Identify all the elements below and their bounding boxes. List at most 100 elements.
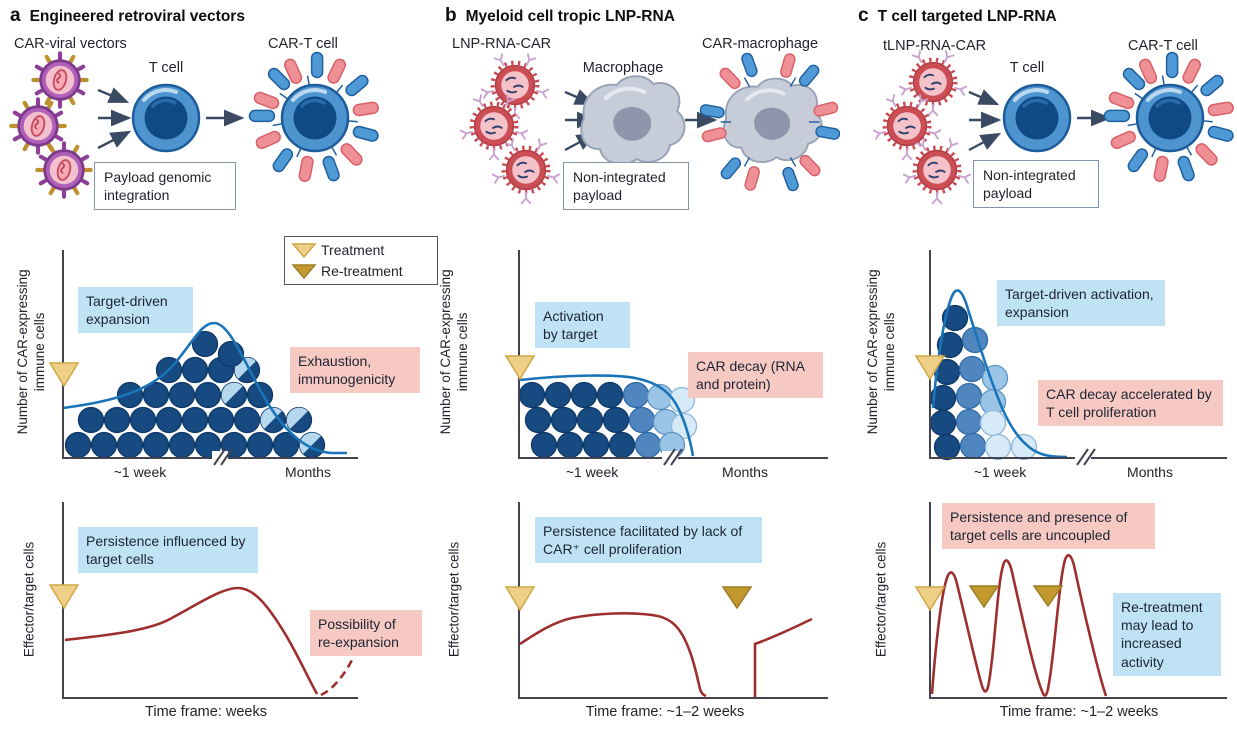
activity-curve xyxy=(64,586,319,695)
retreatment-triangle-icon xyxy=(968,585,1000,609)
panel-c-title: c T cell targeted LNP-RNA xyxy=(858,5,1057,27)
t-cell-icon xyxy=(1002,83,1072,153)
chart-axes xyxy=(62,250,358,459)
activity-curve xyxy=(930,553,1108,697)
panel-a-activity-chart xyxy=(48,502,358,699)
panel-a-letter: a xyxy=(10,5,21,26)
panel-b-letter: b xyxy=(445,5,457,26)
legend-item-retreatment: Re-treatment xyxy=(291,262,431,280)
annotation-pink: CAR decay (RNA and protein) xyxy=(688,352,823,399)
chart-axes xyxy=(929,250,1227,459)
panel-a-title: a Engineered retroviral vectors xyxy=(10,5,245,27)
expansion-curve xyxy=(62,321,347,455)
panel-c-letter: c xyxy=(858,5,869,26)
annotation-pink: CAR decay accelerated by T cell prolifer… xyxy=(1038,380,1223,427)
panel-c-title-text: T cell targeted LNP-RNA xyxy=(877,8,1057,25)
treatment-triangle-icon xyxy=(48,584,80,610)
panel-b-expansion-chart xyxy=(504,250,828,466)
annotation-blue: Re-treatment may lead to increased activ… xyxy=(1113,593,1221,676)
panel-a-illustration xyxy=(0,30,425,228)
annotation-pink: Possibility of re-expansion xyxy=(310,610,422,657)
payload-note-box: Non-integrated payload xyxy=(563,162,689,211)
panel-a-title-text: Engineered retroviral vectors xyxy=(29,8,245,25)
x-tick-late: Months xyxy=(1127,464,1173,480)
x-tick-early: ~1 week xyxy=(113,464,167,480)
retreatment-curve xyxy=(753,617,813,697)
vector-label: tLNP-RNA-CAR xyxy=(883,38,987,54)
y-axis-label: Number of CAR-expressing immune cells xyxy=(15,269,47,435)
treatment-triangle-icon xyxy=(914,586,946,612)
chart-axes xyxy=(929,502,1227,699)
panel-b-title-text: Myeloid cell tropic LNP-RNA xyxy=(465,8,675,25)
treatment-triangle-icon xyxy=(504,586,536,612)
treatment-triangle-icon xyxy=(914,355,946,381)
treatment-triangle-icon xyxy=(291,243,317,259)
uptake-arrows-icon xyxy=(968,89,1002,152)
retreatment-triangle-icon xyxy=(721,586,753,610)
retrovirus-icon xyxy=(11,53,90,196)
t-cell-icon xyxy=(131,83,201,153)
cell-label: T cell xyxy=(1009,60,1045,76)
panel-b-illustration xyxy=(430,30,840,228)
expansion-curve xyxy=(931,289,1068,459)
car-t-cell-icon xyxy=(248,51,382,187)
macrophage-icon xyxy=(579,74,687,167)
x-axis-label: Time frame: weeks xyxy=(145,704,267,720)
x-tick-late: Months xyxy=(722,464,768,480)
re-expansion-dashed-curve xyxy=(320,657,355,697)
y-axis-label: Effector/target cells xyxy=(446,541,462,658)
lnp-icon xyxy=(461,54,559,203)
x-tick-early: ~1 week xyxy=(565,464,619,480)
panel-a-expansion-chart xyxy=(48,250,358,466)
annotation-blue: Persistence facilitated by lack of CAR⁺ … xyxy=(535,517,762,564)
activity-curve xyxy=(519,612,707,698)
axis-break-icon xyxy=(663,448,683,466)
retreatment-triangle-icon xyxy=(1032,585,1064,608)
axis-break-icon xyxy=(213,448,233,466)
treatment-triangle-icon xyxy=(48,362,80,388)
x-tick-late: Months xyxy=(285,464,331,480)
axis-break-icon xyxy=(1076,448,1096,466)
vector-label: CAR-viral vectors xyxy=(14,36,127,52)
car-t-cell-icon xyxy=(1103,51,1237,187)
chart-axes xyxy=(518,502,828,699)
annotation-blue: Target-driven activation, expansion xyxy=(997,280,1165,327)
car-cell-dots xyxy=(518,381,698,459)
treatment-legend: Treatment Re-treatment xyxy=(284,236,438,285)
y-axis-label: Number of CAR-expressing immune cells xyxy=(438,269,470,435)
payload-note-box: Non-integrated payload xyxy=(973,160,1099,209)
product-label: CAR-macrophage xyxy=(702,36,819,52)
y-axis-label: Effector/target cells xyxy=(21,541,37,658)
annotation-blue: Activation by target xyxy=(535,302,630,349)
panel-c-illustration xyxy=(845,30,1237,228)
payload-note-box: Payload genomic integration xyxy=(94,162,236,211)
panel-b-title: b Myeloid cell tropic LNP-RNA xyxy=(445,5,675,27)
car-cell-dots xyxy=(929,304,1038,461)
legend-item-treatment: Treatment xyxy=(291,241,431,259)
transduction-arrows-icon xyxy=(97,87,132,150)
vector-label: LNP-RNA-CAR xyxy=(452,36,552,52)
targeted-lnp-icon xyxy=(874,51,970,203)
legend-treatment-label: Treatment xyxy=(321,242,385,258)
y-axis-label: Number of CAR-expressing immune cells xyxy=(865,269,897,435)
annotation-blue: Persistence influenced by target cells xyxy=(78,527,258,574)
panel-c-activity-chart xyxy=(914,502,1227,699)
annotation-pink: Exhaustion, immunogenicity xyxy=(290,347,420,394)
car-cell-dots xyxy=(64,330,326,459)
x-tick-early: ~1 week xyxy=(973,464,1027,480)
legend-retreatment-label: Re-treatment xyxy=(321,263,403,279)
panel-c-expansion-chart xyxy=(914,250,1227,466)
y-axis-label: Effector/target cells xyxy=(873,541,889,658)
retreatment-triangle-icon xyxy=(291,264,317,280)
panel-b-activity-chart xyxy=(504,502,828,699)
x-axis-label: Time frame: ~1–2 weeks xyxy=(585,704,745,720)
treatment-triangle-icon xyxy=(504,355,536,381)
chart-axes xyxy=(518,250,828,459)
cell-label: T cell xyxy=(148,60,184,76)
cell-label: Macrophage xyxy=(582,60,664,76)
car-macrophage-icon xyxy=(700,49,840,195)
annotation-blue: Target-driven expansion xyxy=(78,287,193,334)
expansion-curve xyxy=(519,374,695,457)
annotation-pink: Persistence and presence of target cells… xyxy=(942,503,1155,550)
